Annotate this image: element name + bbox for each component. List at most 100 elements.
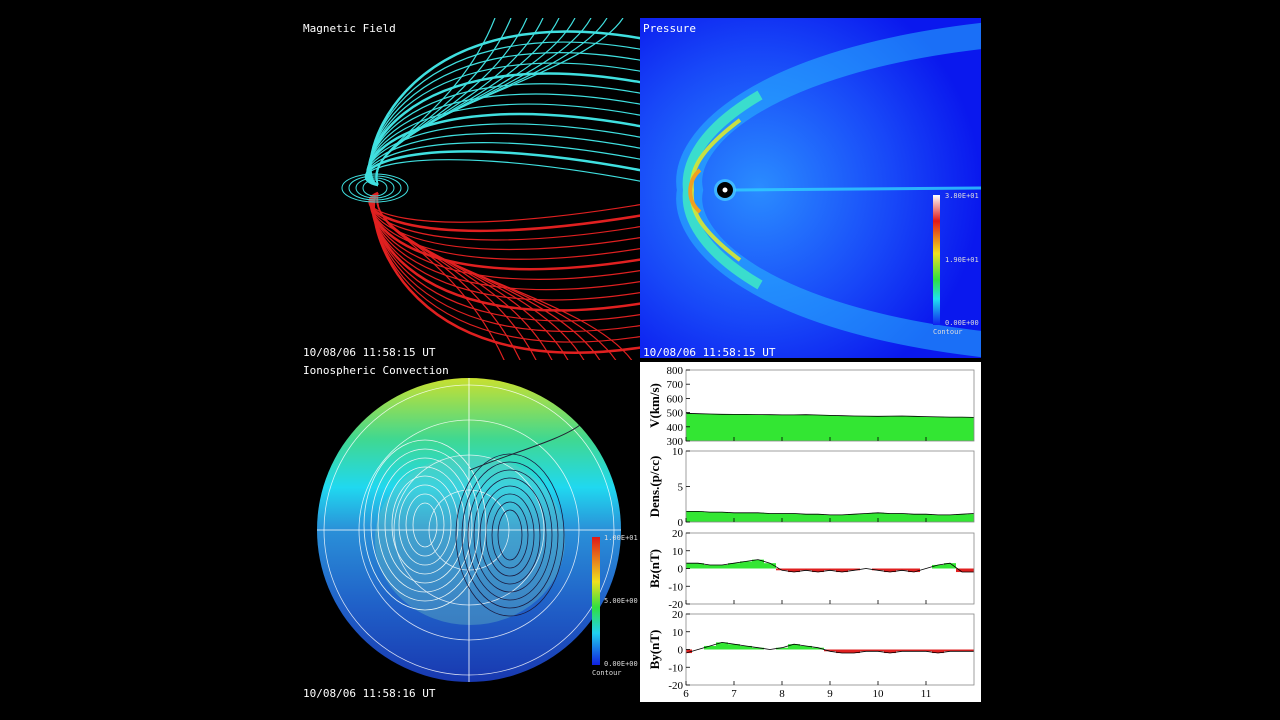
area-segment — [704, 645, 716, 650]
field-line — [369, 192, 640, 241]
contour — [473, 477, 547, 593]
x-tick-label: 11 — [921, 688, 932, 700]
area-segment — [776, 568, 788, 571]
area-segment — [836, 649, 848, 654]
area-segment — [944, 417, 956, 441]
area-segment — [932, 416, 944, 441]
y-axis-label: Bz(nT) — [647, 549, 662, 588]
boundary — [469, 424, 581, 471]
data-line — [686, 559, 974, 573]
field-line — [366, 112, 640, 187]
y-axis-label: Dens.(p/cc) — [647, 456, 662, 518]
area-segment — [932, 649, 944, 654]
area-segment — [716, 564, 728, 569]
field-line — [377, 192, 633, 360]
area-segment — [686, 563, 692, 569]
area-segment — [788, 644, 800, 650]
area-segment — [920, 416, 932, 441]
colorbar-label: 1.90E+01 — [945, 256, 979, 264]
y-tick-label: 20 — [672, 528, 684, 540]
contour — [377, 457, 473, 593]
area-segment — [692, 563, 704, 569]
colorbar-label: 0.00E+00 — [945, 319, 979, 327]
area-segment — [728, 414, 740, 441]
area-segment — [812, 568, 824, 573]
area-segment — [692, 511, 704, 522]
area-segment — [896, 513, 908, 522]
y-tick-label: 10 — [672, 627, 684, 639]
x-tick-label: 9 — [827, 688, 833, 700]
colorbar-label: 0.00E+00 — [604, 660, 638, 668]
area-segment — [812, 647, 824, 650]
area-segment — [716, 414, 728, 441]
y-tick-label: 0 — [678, 564, 684, 576]
field-line — [366, 132, 640, 186]
contour — [461, 461, 559, 609]
area-segment — [752, 647, 764, 650]
data-line — [685, 412, 975, 418]
contour — [363, 439, 487, 611]
y-tick-label: 0 — [678, 645, 684, 657]
area-segment — [788, 568, 800, 573]
area-segment — [752, 414, 764, 441]
area-segment — [848, 649, 860, 654]
y-tick-label: 0 — [678, 517, 684, 529]
y-tick-label: -20 — [668, 599, 683, 611]
colorbar-label: 5.00E+00 — [604, 597, 638, 605]
contour — [467, 469, 553, 601]
area-segment — [812, 514, 824, 522]
colorbar-caption: Contour — [592, 669, 622, 677]
ionosphere-map — [317, 378, 621, 682]
x-tick-label: 8 — [779, 688, 785, 700]
field-line — [376, 192, 601, 360]
area-segment — [836, 568, 848, 573]
area-segment — [824, 649, 836, 652]
area-segment — [848, 514, 860, 522]
area-segment — [848, 416, 860, 441]
x-tick-label: 10 — [873, 688, 885, 700]
contour — [384, 466, 466, 584]
area-segment — [848, 568, 860, 571]
area-segment — [776, 414, 788, 441]
field-lines — [341, 18, 640, 360]
panel-title: Ionospheric Convection — [303, 364, 449, 377]
timestamp: 10/08/06 11:58:15 UT — [643, 346, 776, 359]
panel-title: Pressure — [643, 22, 696, 35]
area-segment — [908, 416, 920, 441]
area-segment — [704, 512, 716, 522]
earth-loop — [362, 179, 388, 197]
pressure-map — [640, 18, 981, 358]
area-segment — [968, 513, 974, 522]
area-segment — [932, 564, 944, 569]
area-segment — [740, 512, 752, 522]
colorbar-label: 3.80E+01 — [945, 192, 979, 200]
area-segment — [884, 513, 896, 522]
colorbar-label: 1.00E+01 — [604, 534, 638, 542]
contour — [391, 475, 459, 575]
area-segment — [896, 568, 908, 571]
y-tick-label: -10 — [668, 581, 683, 593]
area-segment — [896, 416, 908, 441]
area-segment — [686, 511, 692, 522]
area-segment — [944, 514, 956, 522]
area-segment — [824, 568, 836, 571]
area-segment — [740, 414, 752, 441]
earth-loop — [355, 177, 395, 199]
timestamp: 10/08/06 11:58:15 UT — [303, 346, 436, 359]
colorbar — [592, 537, 600, 665]
area-segment — [752, 512, 764, 522]
area-segment — [836, 514, 848, 522]
field-line — [368, 191, 640, 233]
area-segment — [872, 416, 884, 441]
y-tick-label: 700 — [667, 379, 684, 391]
area-segment — [740, 645, 752, 650]
area-segment — [956, 649, 968, 652]
area-segment — [908, 568, 920, 573]
area-segment — [728, 563, 740, 569]
y-tick-label: 300 — [667, 436, 684, 448]
colorbar-caption: Contour — [933, 328, 963, 336]
area-segment — [872, 512, 884, 522]
area-segment — [800, 414, 812, 441]
area-segment — [956, 417, 968, 441]
